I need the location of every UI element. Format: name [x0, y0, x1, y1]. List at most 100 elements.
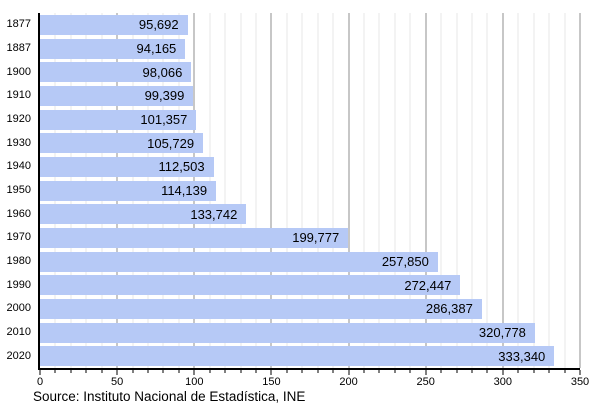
bar-value-label: 257,850	[381, 254, 429, 270]
minor-gridline	[471, 13, 473, 368]
bar-1887: 94,165	[40, 38, 186, 59]
major-gridline	[348, 13, 350, 368]
minor-tick	[564, 370, 566, 373]
y-axis-label: 1990	[6, 278, 31, 291]
plot-area: 1877 95,692 1887 94,165 1900 98,066 1910 99,399…	[7, 13, 581, 370]
x-tick-label: 350	[570, 376, 590, 388]
minor-gridline	[533, 13, 535, 368]
minor-tick	[101, 370, 103, 373]
bar-value-label: 99,399	[144, 88, 185, 104]
bar-value-label: 95,692	[138, 17, 179, 33]
bar-value-label: 105,729	[147, 135, 195, 151]
major-tick	[348, 370, 350, 375]
minor-gridline	[317, 13, 319, 368]
major-tick	[425, 370, 427, 375]
y-axis-label: 1930	[6, 136, 31, 149]
y-axis-label: 1940	[6, 160, 31, 173]
minor-tick	[409, 370, 411, 373]
minor-tick	[301, 370, 303, 373]
minor-tick	[394, 370, 396, 373]
bar-1930: 105,729	[40, 133, 204, 154]
bar-value-label: 133,742	[190, 206, 238, 222]
bar-row: 1877 95,692	[7, 13, 580, 37]
bar-value-label: 101,357	[140, 112, 188, 128]
major-gridline	[502, 13, 504, 368]
x-axis-labels: 0 50 100 150 200 250 300 350	[36, 376, 589, 389]
minor-tick	[178, 370, 180, 373]
y-axis-label: 1900	[6, 65, 31, 78]
minor-tick	[378, 370, 380, 373]
minor-tick	[286, 370, 288, 373]
major-gridline	[270, 13, 272, 368]
x-tick-label: 50	[111, 376, 124, 388]
x-tick-label: 0	[36, 376, 44, 388]
bar-value-label: 333,340	[498, 348, 546, 364]
minor-gridline	[286, 13, 288, 368]
major-tick	[579, 370, 581, 375]
major-tick	[270, 370, 272, 375]
minor-tick	[533, 370, 535, 373]
minor-gridline	[363, 13, 365, 368]
bar-value-label: 114,139	[161, 183, 208, 199]
bar-1960: 133,742	[40, 204, 247, 225]
x-tick-label: 150	[262, 376, 281, 388]
minor-tick	[147, 370, 149, 373]
bar-row: 1950 114,139	[7, 179, 580, 203]
minor-gridline	[224, 13, 226, 368]
minor-gridline	[486, 13, 488, 368]
minor-tick	[255, 370, 257, 373]
source-caption: Source: Instituto Nacional de Estadístic…	[33, 389, 306, 404]
minor-gridline	[409, 13, 411, 368]
y-axis-label: 1877	[6, 18, 31, 31]
major-tick	[193, 370, 195, 375]
bar-row: 1910 99,399	[7, 84, 580, 108]
y-axis-label: 1887	[6, 42, 31, 54]
bar-row: 1990 272,447	[7, 273, 580, 297]
minor-tick	[240, 370, 242, 373]
minor-tick	[363, 370, 365, 373]
x-tick-label: 200	[339, 376, 358, 388]
y-axis-label: 1960	[6, 207, 31, 220]
minor-gridline	[456, 13, 458, 368]
minor-gridline	[440, 13, 442, 368]
bar-value-label: 199,777	[292, 230, 340, 246]
y-axis-label: 1970	[6, 231, 31, 244]
minor-gridline	[564, 13, 566, 368]
major-tick	[116, 370, 118, 375]
minor-tick	[548, 370, 550, 373]
major-tick	[502, 370, 504, 375]
minor-tick	[132, 370, 134, 373]
y-axis-label: 1910	[6, 89, 31, 102]
x-tick-label: 300	[493, 376, 513, 388]
minor-tick	[317, 370, 319, 373]
y-axis-label: 1920	[6, 113, 31, 126]
minor-tick	[70, 370, 72, 373]
minor-tick	[456, 370, 458, 373]
bar-row: 1900 98,066	[7, 60, 580, 84]
y-axis-label: 2020	[6, 349, 31, 362]
x-axis-ticks	[39, 370, 581, 376]
bar-row: 1887 94,165	[7, 37, 580, 61]
x-tick-label: 250	[416, 376, 435, 388]
bar-1900: 98,066	[40, 62, 192, 83]
minor-gridline	[517, 13, 519, 368]
y-axis-label: 1980	[6, 255, 31, 268]
minor-tick	[224, 370, 226, 373]
bar-value-label: 94,165	[136, 41, 177, 56]
minor-gridline	[548, 13, 550, 368]
bar-1970: 199,777	[40, 227, 349, 248]
minor-tick	[85, 370, 87, 373]
bar-2010: 320,778	[40, 322, 535, 343]
major-gridline	[425, 13, 427, 368]
y-axis-label: 1950	[6, 184, 31, 197]
bar-value-label: 286,387	[425, 301, 473, 317]
bar-row: 2020 333,340	[7, 344, 580, 368]
minor-gridline	[255, 13, 257, 368]
minor-tick	[471, 370, 473, 373]
major-gridline	[579, 13, 581, 368]
bar-value-label: 272,447	[404, 277, 452, 293]
minor-gridline	[394, 13, 396, 368]
bar-row: 2010 320,778	[7, 321, 580, 345]
minor-tick	[162, 370, 164, 373]
